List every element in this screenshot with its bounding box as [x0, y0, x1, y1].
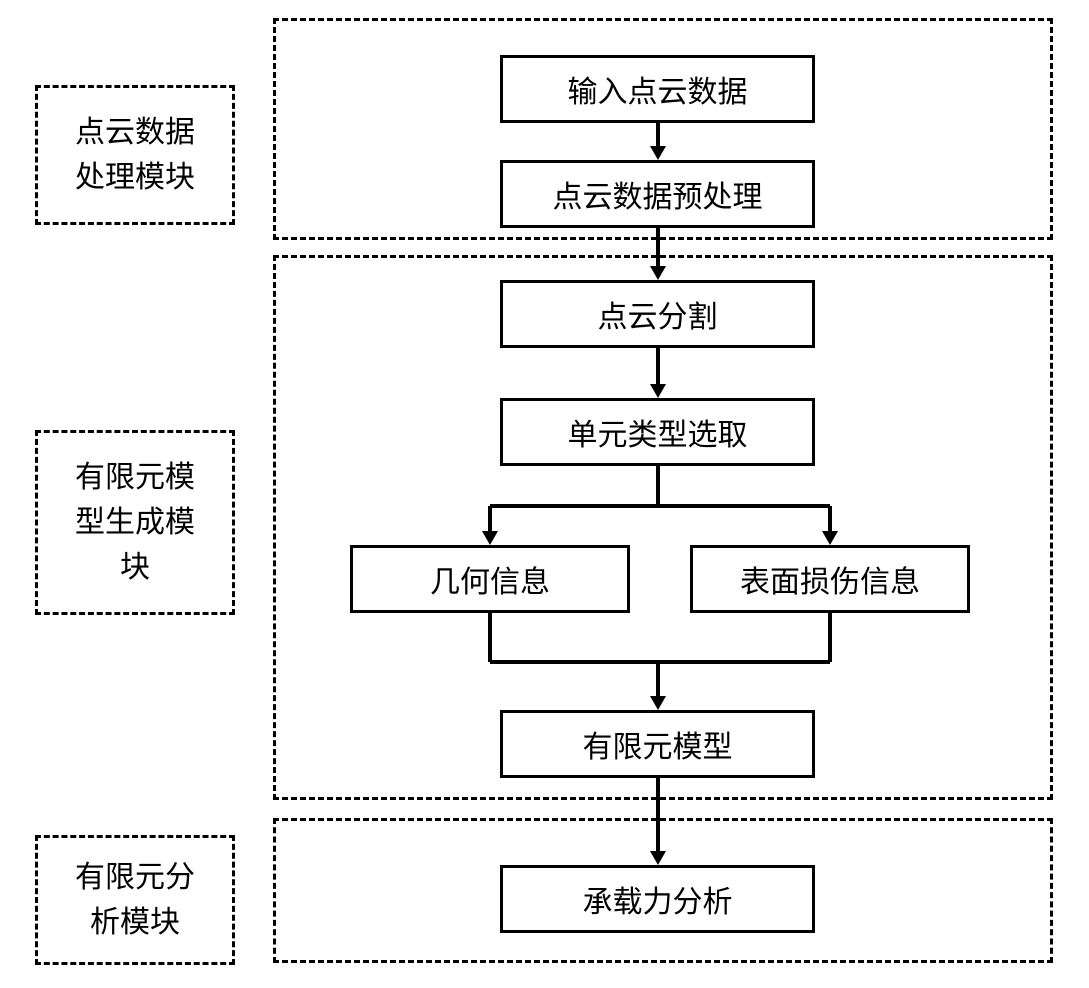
flowchart-canvas: 点云数据处理模块有限元模型生成模块有限元分析模块 输入点云数据点云数据预处理点云分… [0, 0, 1089, 988]
edge-line [656, 348, 660, 384]
edge-line [656, 662, 660, 697]
node-n1: 输入点云数据 [500, 55, 815, 123]
node-label: 有限元模型 [583, 722, 733, 766]
arrow-head-icon [650, 146, 666, 160]
node-n5: 几何信息 [350, 545, 630, 613]
edge-line [488, 613, 492, 662]
edge-line [828, 506, 832, 532]
module-label-text: 点云数据处理模块 [75, 110, 195, 200]
module-label-text: 有限元分析模块 [75, 855, 195, 945]
node-label: 输入点云数据 [568, 67, 748, 111]
module-label-module2: 有限元模型生成模块 [35, 430, 235, 615]
node-n2: 点云数据预处理 [500, 160, 815, 228]
node-n6: 表面损伤信息 [690, 545, 970, 613]
arrow-head-icon [650, 851, 666, 865]
edge-line [656, 123, 660, 146]
edge-line [656, 778, 660, 851]
edge-line [656, 228, 660, 266]
node-label: 点云数据预处理 [553, 172, 763, 216]
edge-line [828, 613, 832, 662]
module-label-module3: 有限元分析模块 [35, 835, 235, 965]
arrow-head-icon [650, 384, 666, 398]
edge-line [488, 506, 492, 532]
arrow-head-icon [822, 531, 838, 545]
node-label: 承载力分析 [583, 877, 733, 921]
module-label-module1: 点云数据处理模块 [35, 85, 235, 225]
node-label: 单元类型选取 [568, 410, 748, 454]
node-n8: 承载力分析 [500, 865, 815, 933]
node-n4: 单元类型选取 [500, 398, 815, 466]
arrow-head-icon [650, 266, 666, 280]
arrow-head-icon [650, 696, 666, 710]
module-label-text: 有限元模型生成模块 [75, 455, 195, 590]
node-label: 点云分割 [598, 292, 718, 336]
node-n3: 点云分割 [500, 280, 815, 348]
node-label: 几何信息 [430, 557, 550, 601]
edge-line [490, 660, 830, 664]
arrow-head-icon [482, 531, 498, 545]
edge-line [490, 504, 830, 508]
node-n7: 有限元模型 [500, 710, 815, 778]
edge-line [656, 466, 660, 506]
node-label: 表面损伤信息 [740, 557, 920, 601]
